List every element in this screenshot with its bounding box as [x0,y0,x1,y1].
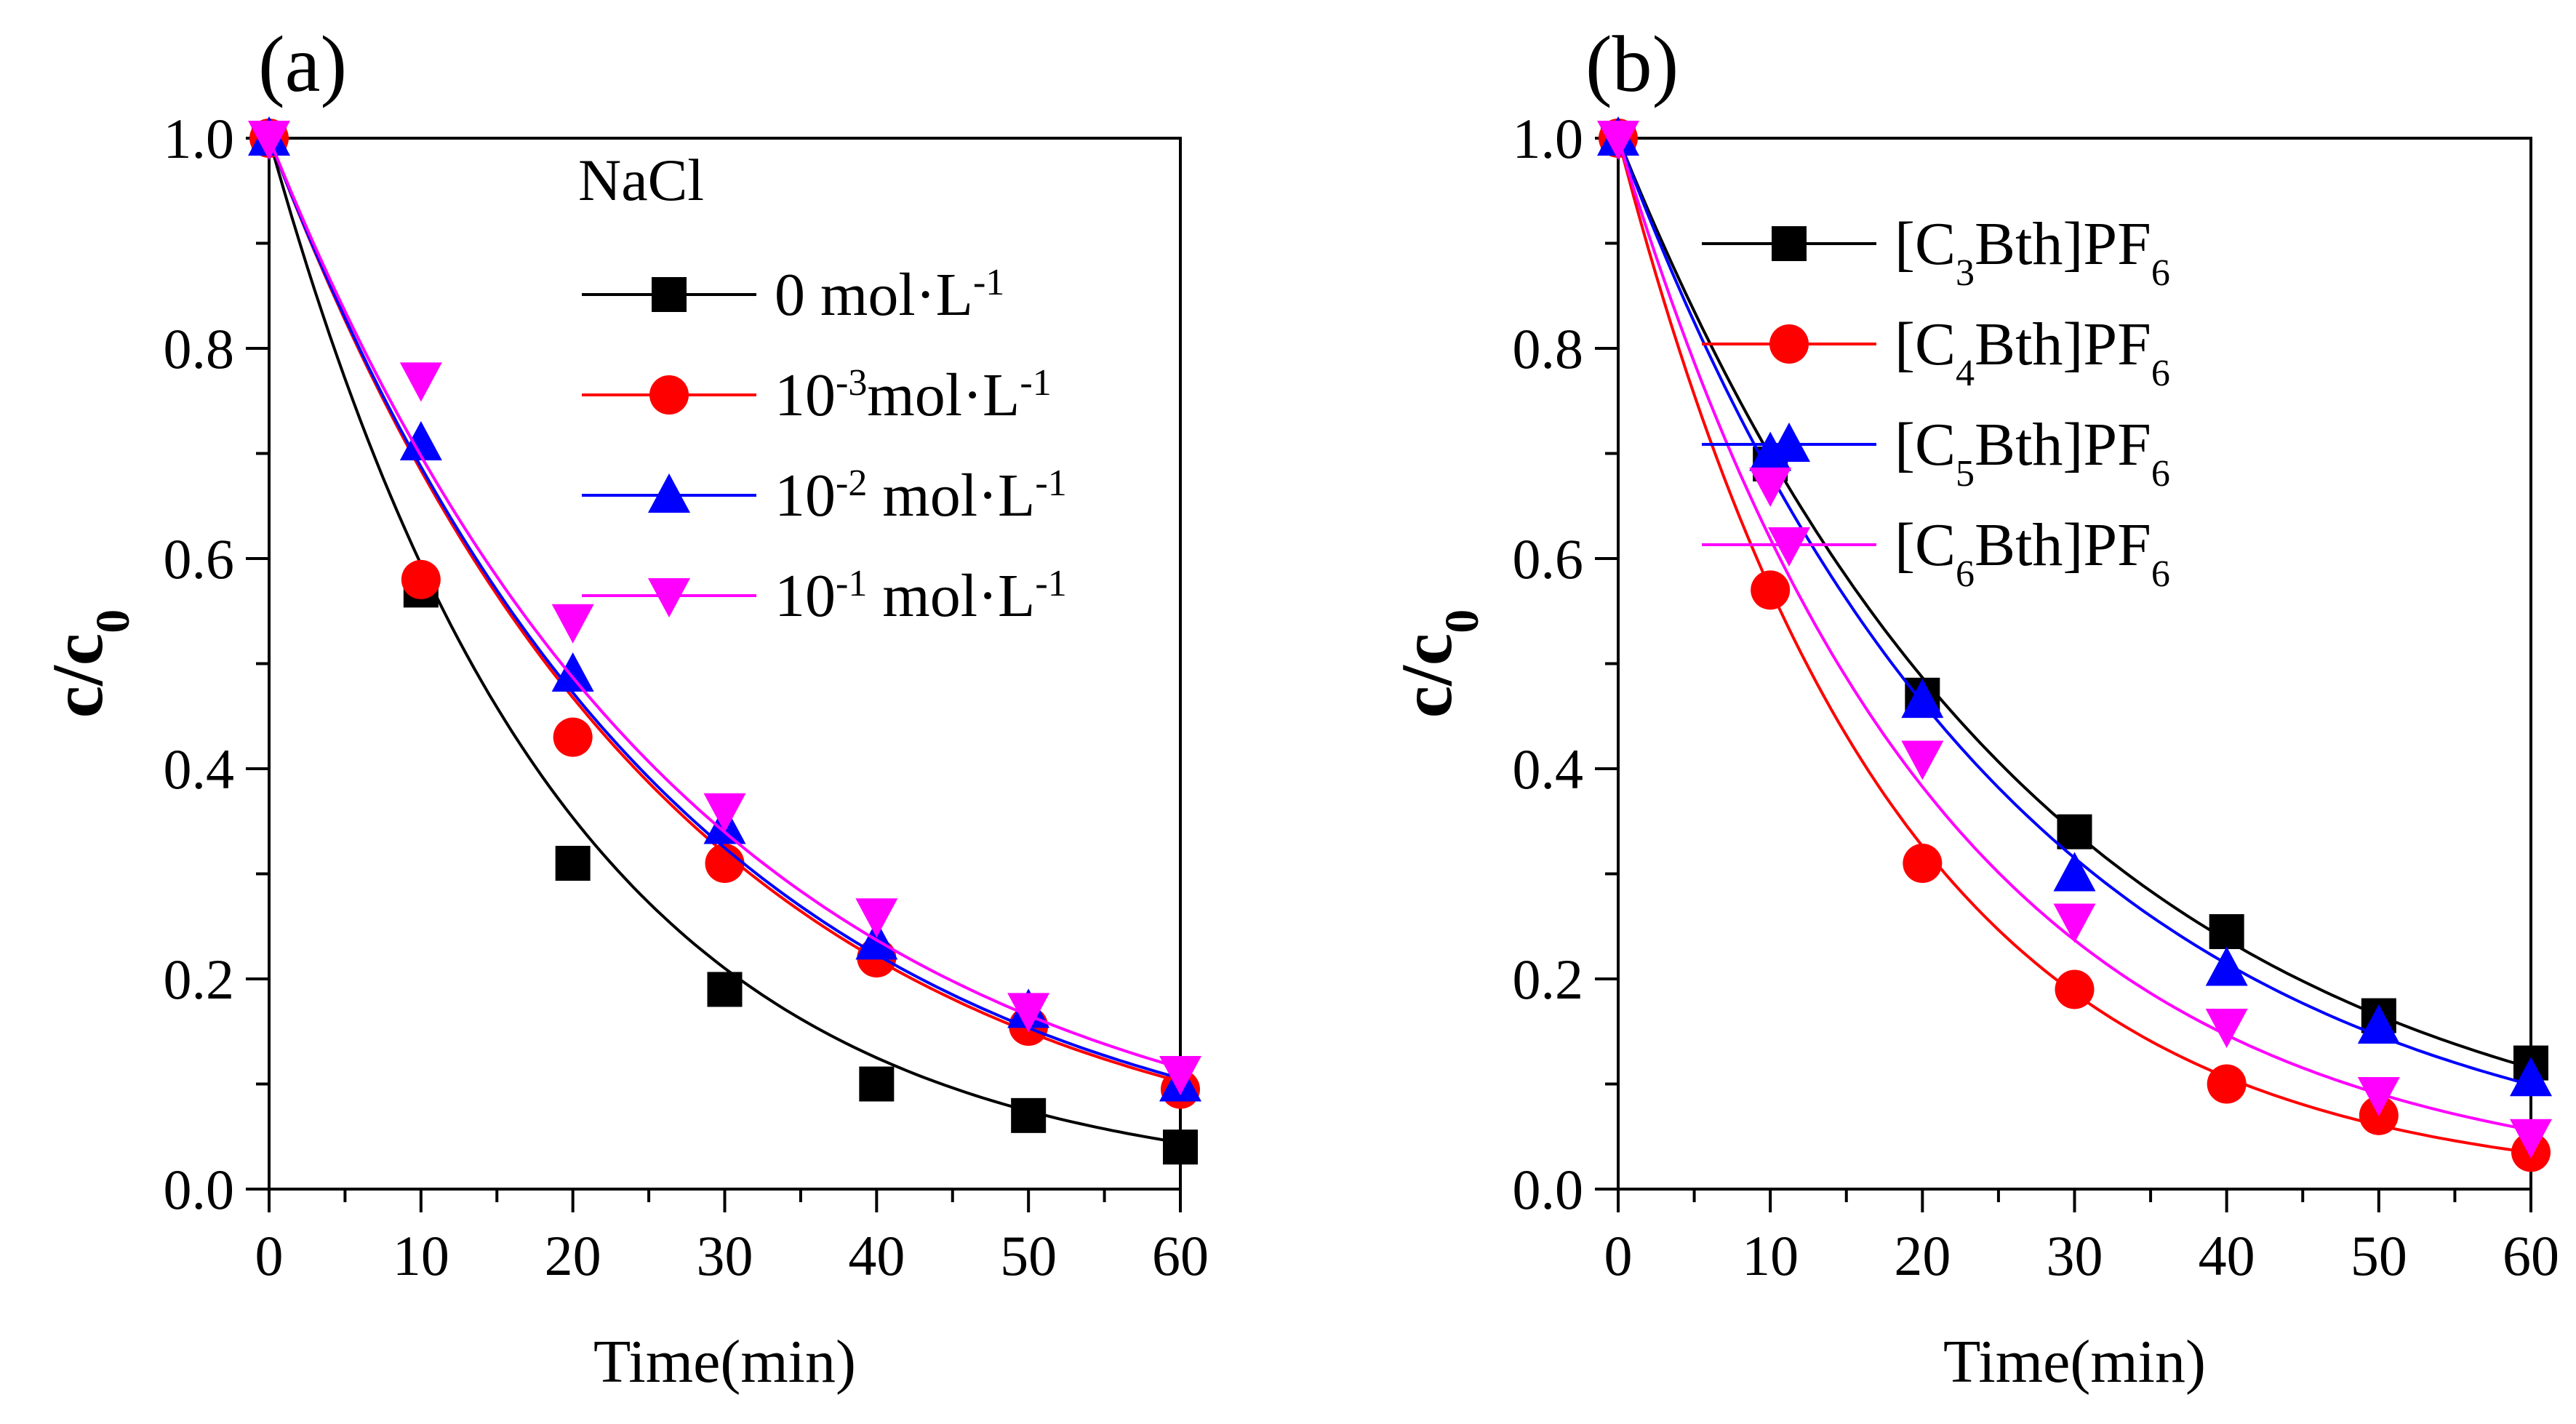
legend-label: 10-1 mol·L-1 [775,562,1067,630]
data-point [1901,740,1944,780]
data-point [2510,1119,2552,1159]
y-tick-label: 1.0 [164,107,235,170]
data-point [707,972,743,1007]
y-tick-label: 0.8 [1513,317,1584,380]
series-line [268,137,1181,1080]
legend-marker [1768,527,1810,567]
legend-marker [1772,226,1807,261]
chart-panel-a: (a) 0 10 20 30 40 50 60 0.0 0.2 0.4 0.6 0.8 1.0 Time(m… [37,20,1209,1396]
data-point [401,559,441,599]
data-point [1159,1056,1201,1096]
data-point [399,362,442,402]
legend-marker [649,375,689,415]
x-tick-label: 10 [1742,1224,1799,1287]
x-axis-label: Time(min) [593,1328,856,1396]
x-tick-label: 0 [1604,1224,1633,1287]
data-point [399,421,442,461]
data-point [1749,467,1792,507]
data-point [2053,852,2096,892]
y-tick-label: 0.0 [164,1158,235,1221]
data-point [1011,1097,1047,1133]
legend-label: [C6Bth]PF6 [1895,511,2170,595]
data-point [1163,1129,1198,1165]
data-point [859,1066,895,1102]
y-tick-label: 0.4 [1513,737,1584,801]
data-point [1751,570,1791,610]
panel-label: (b) [1585,20,1679,108]
legend-title: NaCl [578,147,704,213]
y-tick-label: 0.2 [1513,948,1584,1011]
y-tick-label: 0.6 [164,527,235,591]
data-point [2057,814,2092,849]
data-point [855,898,898,938]
y-axis-label: c/c0 [1386,609,1489,719]
x-tick-label: 0 [255,1224,284,1287]
data-point [2205,946,2248,986]
legend: [C3Bth]PF6 [C4Bth]PF6 [C5Bth]PF6 [C6Bth]PF6 [1702,210,2170,595]
legend-marker [648,578,690,617]
data-point [553,717,593,757]
legend-marker [648,473,690,513]
data-point [1597,121,1639,160]
data-point [2207,1064,2247,1104]
y-tick-label: 1.0 [1513,107,1584,170]
data-point [1903,844,1943,884]
data-point [551,604,594,644]
y-tick-label: 0.6 [1513,527,1584,591]
data-point [2055,969,2095,1009]
data-point [248,121,290,160]
legend-marker [652,277,687,312]
legend-label: 10-3mol·L-1 [775,361,1052,429]
data-point [1901,679,1944,719]
legend-label: [C5Bth]PF6 [1895,411,2170,495]
series-2 [249,119,1200,1109]
series-4 [248,121,1201,1096]
data-point [705,844,745,884]
panel-label: (a) [258,20,347,108]
x-tick-label: 30 [697,1224,753,1287]
legend-label: [C3Bth]PF6 [1895,210,2170,294]
x-tick-label: 10 [393,1224,449,1287]
y-axis-label: c/c0 [37,609,140,719]
x-tick-label: 20 [1894,1224,1951,1287]
y-tick-label: 0.8 [164,317,235,380]
x-tick-label: 50 [1000,1224,1057,1287]
legend-label: 0 mol·L-1 [775,261,1004,329]
x-tick-label: 30 [2047,1224,2103,1287]
series-3 [248,116,1201,1102]
series-2 [1599,119,2551,1172]
x-tick-label: 40 [2199,1224,2255,1287]
legend: NaCl 0 mol·L-1 10-3mol·L-1 10-2 mol·L-1 10-1… [578,147,1067,630]
data-point [2357,1076,2400,1116]
x-axis-label: Time(min) [1943,1328,2206,1396]
legend-label: [C4Bth]PF6 [1895,311,2170,394]
legend-marker [1768,423,1810,462]
y-tick-label: 0.0 [1513,1158,1584,1221]
series-1 [252,121,1198,1165]
x-tick-label: 60 [1152,1224,1209,1287]
data-point [2510,1057,2552,1097]
x-tick-label: 20 [545,1224,601,1287]
series-4 [1597,121,2552,1159]
data-point [551,652,594,692]
legend-marker [1769,324,1809,364]
legend-label: 10-2 mol·L-1 [775,462,1067,529]
x-tick-label: 40 [848,1224,905,1287]
series-line [268,137,1181,1084]
data-point [2205,1009,2248,1049]
data-point [555,846,591,881]
data-point [2053,903,2096,943]
data-point [2357,1004,2400,1044]
data-point [1007,993,1050,1033]
data-point [703,793,746,833]
x-tick-label: 50 [2351,1224,2407,1287]
y-tick-label: 0.2 [164,948,235,1011]
y-tick-label: 0.4 [164,737,235,801]
data-point [2209,913,2244,949]
chart-panel-b: (b) 0 10 20 30 40 50 60 0.0 0.2 0.4 0.6 0.8 1.0 Time(m… [1386,20,2559,1396]
x-tick-label: 60 [2503,1224,2559,1287]
